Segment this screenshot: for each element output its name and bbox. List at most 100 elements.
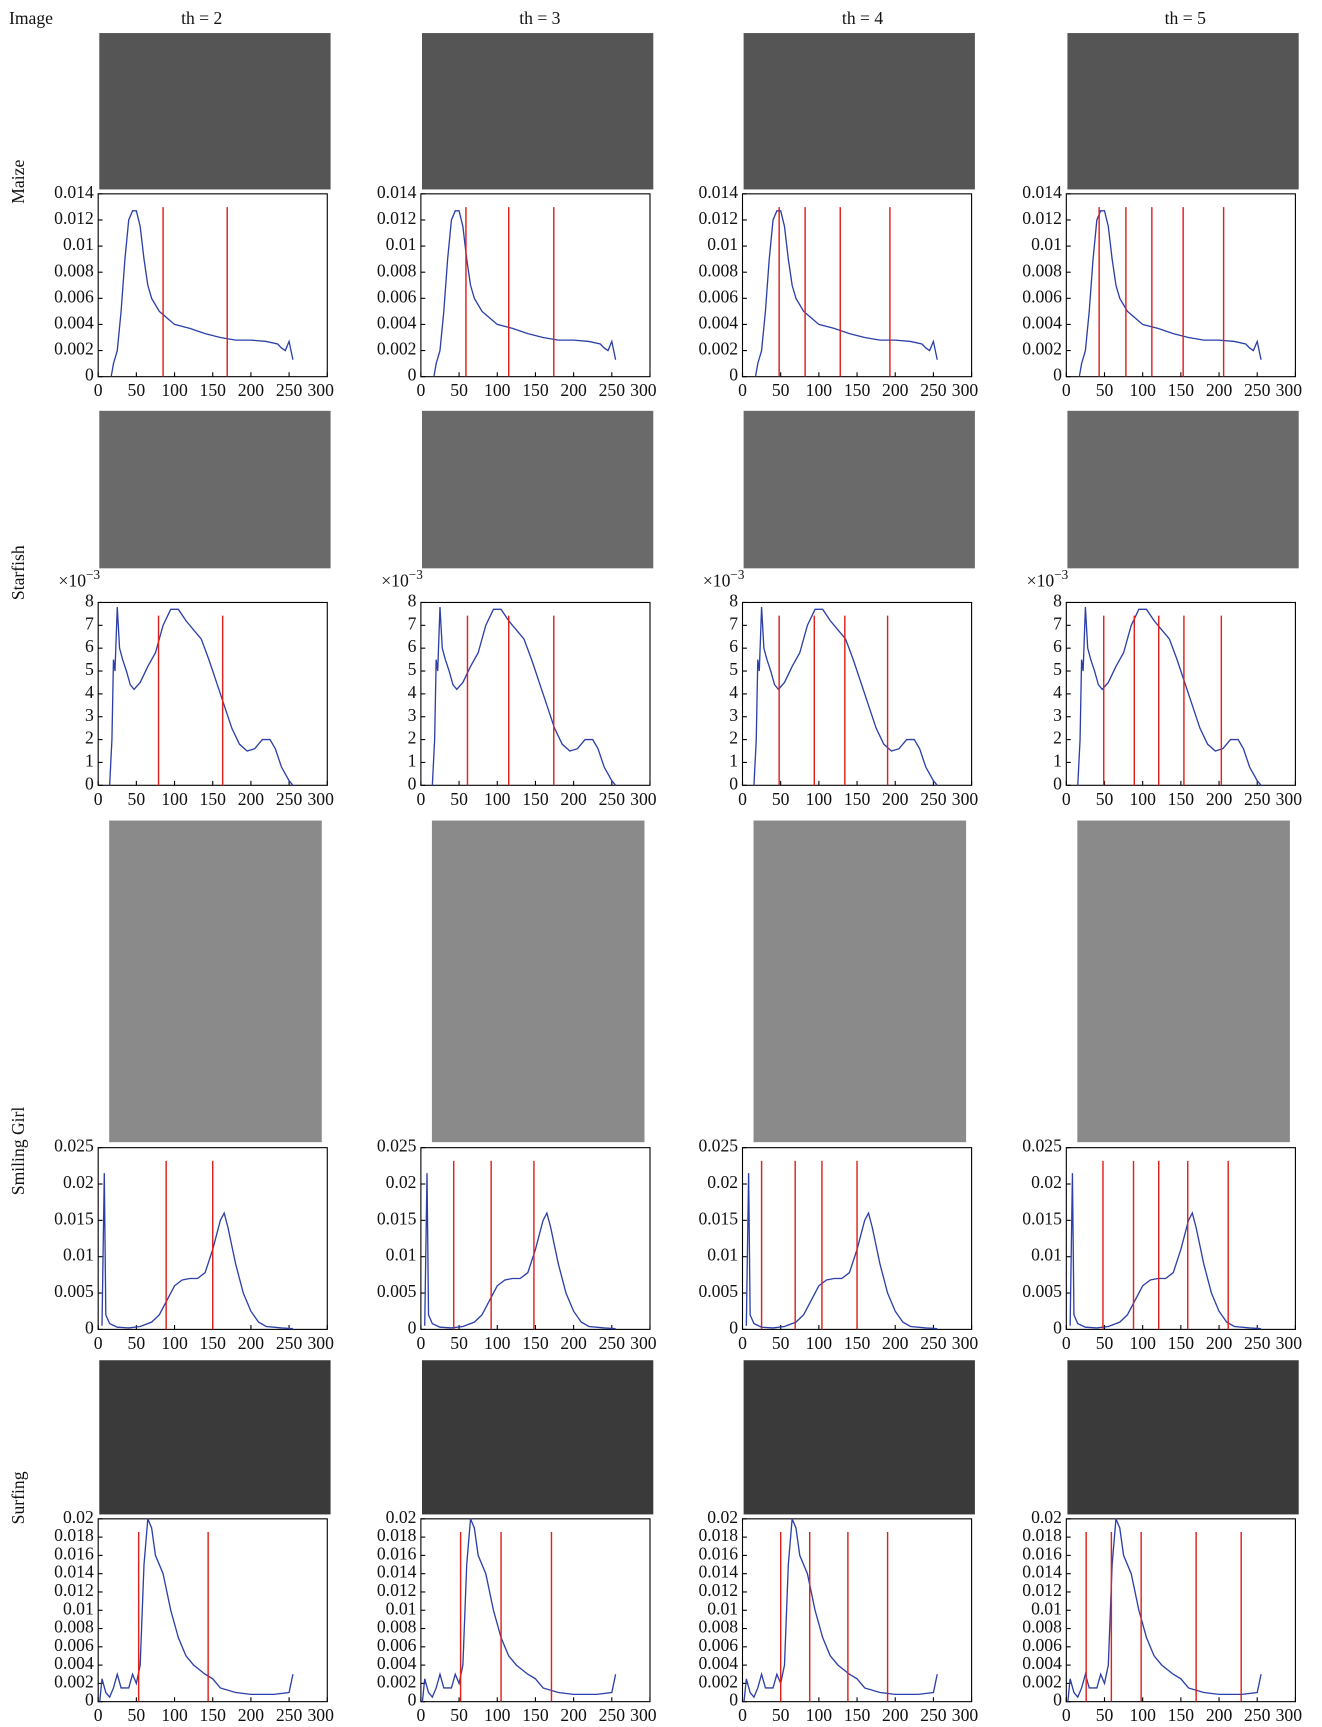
x-tick-label: 300	[630, 789, 657, 809]
x-tick-label: 0	[416, 789, 425, 809]
x-tick-label: 200	[560, 1705, 587, 1725]
y-tick-label: 0.005	[698, 1281, 738, 1301]
y-scale-base: ×10	[381, 571, 409, 591]
x-tick-label: 50	[1096, 1705, 1114, 1725]
y-tick-label: 0.005	[54, 1281, 94, 1301]
x-tick-label: 300	[952, 1333, 979, 1353]
y-tick-label: 0.016	[377, 1543, 417, 1563]
plot-frame	[97, 601, 328, 786]
row-label: Smiling Girl	[8, 1107, 28, 1196]
y-tick-label: 4	[729, 682, 738, 702]
y-scale-label: ×10−3	[1027, 567, 1069, 591]
y-scale-base: ×10	[703, 571, 731, 591]
y-tick-label: 0.006	[377, 1635, 417, 1655]
x-tick-label: 250	[920, 380, 947, 400]
y-tick-label: 6	[85, 636, 94, 656]
y-tick-label: 0	[1053, 1317, 1062, 1337]
y-tick-label: 0.004	[377, 1653, 417, 1673]
y-tick-label: 0.002	[377, 1671, 417, 1691]
x-tick-label: 250	[276, 789, 303, 809]
x-tick-label: 50	[450, 1705, 468, 1725]
y-tick-label: 0.018	[54, 1525, 94, 1545]
y-tick-label: 0.006	[377, 286, 417, 306]
x-tick-label: 200	[882, 1705, 909, 1725]
y-tick-label: 0.025	[698, 1136, 738, 1156]
x-tick-label: 150	[522, 1705, 549, 1725]
y-tick-label: 0.015	[54, 1208, 94, 1228]
y-tick-label: 0	[85, 1690, 94, 1710]
y-tick-label: 0.008	[377, 1617, 417, 1637]
plot-frame	[420, 601, 651, 786]
histogram-line	[753, 607, 938, 786]
y-tick-label: 0.012	[1022, 208, 1062, 228]
x-tick-label: 0	[738, 1705, 747, 1725]
histogram-line	[743, 1518, 938, 1702]
y-tick-label: 0.01	[707, 234, 738, 254]
y-tick-label: 0.004	[698, 1653, 738, 1673]
y-tick-label: 0.002	[54, 339, 94, 359]
y-tick-label: 0.002	[1022, 339, 1062, 359]
image-placeholder	[1067, 1360, 1299, 1515]
x-tick-label: 150	[1168, 380, 1195, 400]
x-tick-label: 50	[1096, 789, 1114, 809]
y-tick-label: 0.002	[698, 339, 738, 359]
y-tick-label: 0	[85, 365, 94, 385]
x-tick-label: 300	[630, 1705, 657, 1725]
y-tick-label: 7	[85, 613, 94, 633]
x-tick-label: 0	[416, 1333, 425, 1353]
x-tick-label: 300	[952, 1705, 979, 1725]
y-tick-label: 3	[85, 705, 94, 725]
y-tick-label: 0.002	[698, 1671, 738, 1691]
y-tick-label: 0.002	[1022, 1671, 1062, 1691]
y-tick-label: 0.01	[707, 1245, 738, 1265]
y-scale-exponent: −3	[730, 567, 744, 582]
x-tick-label: 150	[1168, 1333, 1195, 1353]
image-placeholder	[743, 410, 975, 569]
x-tick-label: 150	[522, 789, 549, 809]
image-placeholder	[743, 33, 975, 190]
x-tick-label: 50	[772, 380, 790, 400]
x-tick-label: 100	[806, 1333, 833, 1353]
x-tick-label: 250	[920, 789, 947, 809]
x-tick-label: 100	[1129, 380, 1156, 400]
x-tick-label: 150	[200, 380, 227, 400]
x-tick-label: 100	[1129, 1333, 1156, 1353]
y-tick-label: 0.01	[1031, 1245, 1062, 1265]
y-tick-label: 0.012	[377, 208, 417, 228]
y-tick-label: 5	[408, 659, 417, 679]
y-tick-label: 0.014	[698, 1562, 738, 1582]
y-tick-label: 0	[408, 1690, 417, 1710]
y-tick-label: 0.018	[377, 1525, 417, 1545]
x-tick-label: 250	[599, 1705, 626, 1725]
row-label: Maize	[8, 160, 28, 204]
x-tick-label: 200	[1206, 1333, 1233, 1353]
x-tick-label: 250	[1244, 380, 1271, 400]
y-tick-label: 0.012	[54, 1580, 94, 1600]
y-tick-label: 0.02	[1031, 1172, 1062, 1192]
column-header: Image	[9, 8, 53, 28]
histogram-line	[101, 1173, 293, 1330]
y-tick-label: 2	[729, 728, 738, 748]
x-tick-label: 0	[416, 380, 425, 400]
x-tick-label: 50	[450, 1333, 468, 1353]
y-tick-label: 0.025	[54, 1136, 94, 1156]
y-tick-label: 0	[408, 1317, 417, 1337]
x-tick-label: 50	[128, 789, 146, 809]
y-tick-label: 0.005	[377, 1281, 417, 1301]
image-placeholder	[1067, 33, 1299, 190]
y-tick-label: 0.016	[54, 1543, 94, 1563]
y-tick-label: 0.004	[698, 312, 738, 332]
x-tick-label: 200	[882, 1333, 909, 1353]
y-tick-label: 0.016	[698, 1543, 738, 1563]
y-tick-label: 0	[729, 773, 738, 793]
x-tick-label: 300	[1276, 1333, 1303, 1353]
y-tick-label: 8	[729, 591, 738, 611]
x-tick-label: 150	[1168, 789, 1195, 809]
x-tick-label: 300	[307, 380, 334, 400]
y-tick-label: 0.01	[1031, 1598, 1062, 1618]
x-tick-label: 0	[94, 380, 103, 400]
column-header: th = 4	[842, 8, 883, 28]
y-tick-label: 0.014	[1022, 1562, 1062, 1582]
y-tick-label: 8	[1053, 591, 1062, 611]
y-tick-label: 1	[729, 750, 738, 770]
